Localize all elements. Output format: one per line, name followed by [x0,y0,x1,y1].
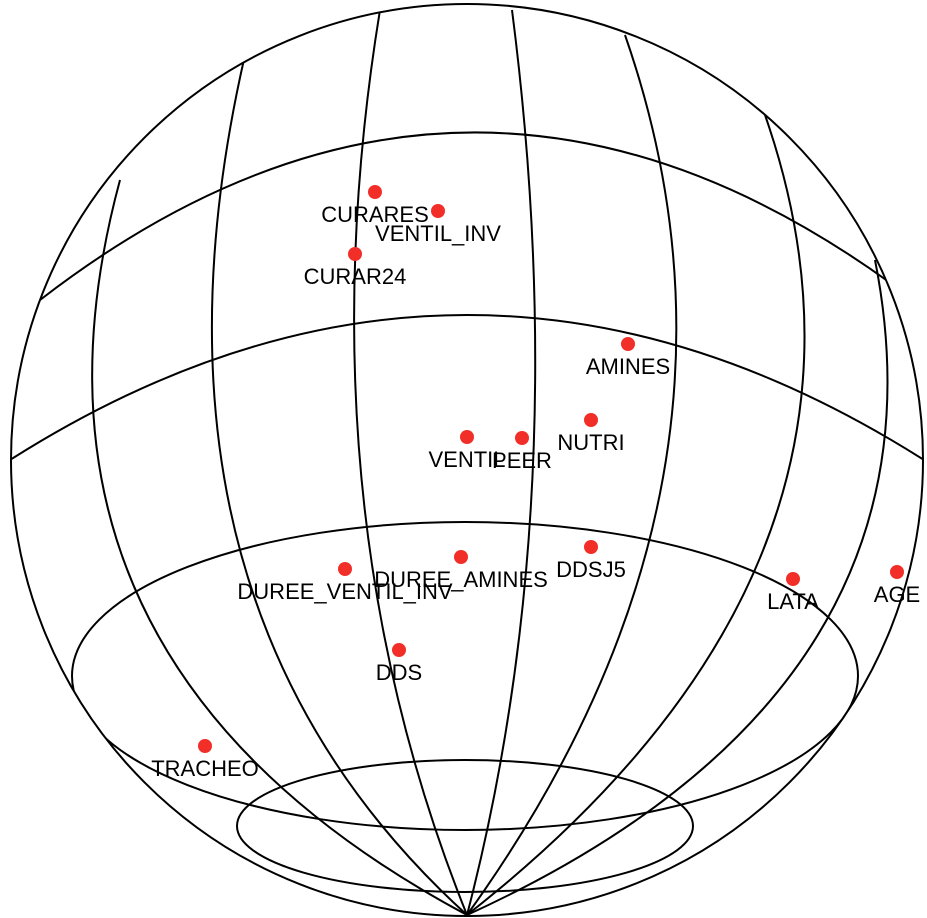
point-label: CURARES [321,202,429,227]
point [584,540,598,554]
point [890,565,904,579]
point-label: VENTIL_INV [375,221,501,246]
point [621,337,635,351]
meridian [211,54,468,916]
point [515,431,529,445]
point [786,572,800,586]
point-label: LATA [767,589,819,614]
point-label: AMINES [586,354,670,379]
latitude [236,759,694,893]
latitude [71,521,859,831]
meridian [466,9,537,916]
point-label: TRACHEO [151,756,259,781]
sphere-grid [11,9,923,916]
point-label: DDS [376,660,422,685]
meridian [353,9,468,916]
point [584,413,598,427]
point [460,430,474,444]
point [338,562,352,576]
point-label: DUREE_AMINES [374,567,548,592]
meridian [466,114,806,916]
meridian [466,34,678,916]
latitude [39,131,901,301]
point-label: DUREE_VENTIL_INV [237,579,453,604]
point [431,204,445,218]
point [454,550,468,564]
point-label: NUTRI [557,430,624,455]
point-label: PEER [492,448,552,473]
point [348,247,362,261]
point-label: DDSJ5 [556,557,626,582]
meridian [91,179,468,916]
point [198,739,212,753]
point [392,643,406,657]
point-label: AGE [874,582,920,607]
point-label: VENTIL [428,447,505,472]
latitude [11,314,923,461]
meridian [466,259,889,916]
point-label: CURAR24 [304,264,407,289]
sphere-outline [10,3,924,917]
point [368,185,382,199]
